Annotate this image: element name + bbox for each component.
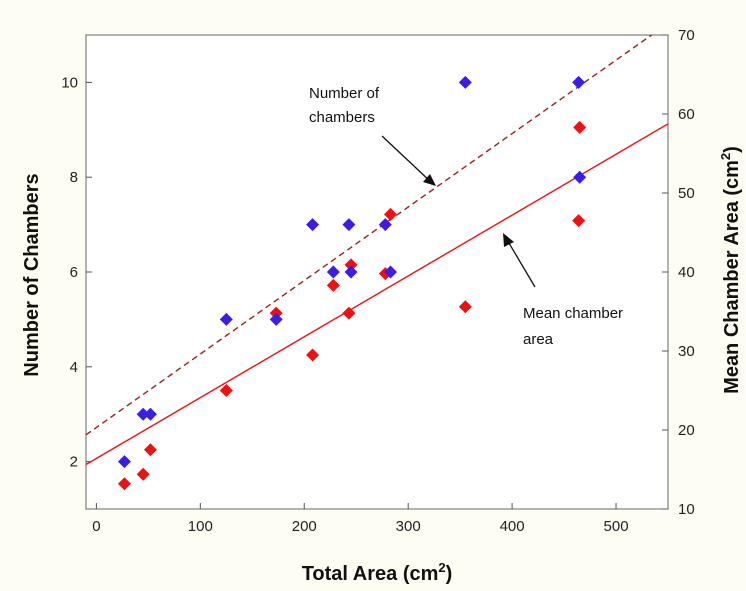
fit-line-mean-chamber-area	[85, 123, 669, 466]
point-number-of-chambers	[344, 265, 358, 279]
bottom-tick-label: 300	[396, 518, 421, 535]
point-mean-chamber-area	[384, 207, 398, 221]
bottom-tick-label: 200	[292, 518, 317, 535]
right-axis-title: Mean Chamber Area (cm2)	[718, 146, 743, 394]
point-number-of-chambers	[572, 75, 586, 89]
point-number-of-chambers	[269, 312, 283, 326]
right-tick-label: 20	[678, 422, 695, 439]
annotation-number-line-1: Number of	[309, 85, 380, 102]
right-tick-label: 40	[678, 264, 695, 281]
right-tick-label: 10	[678, 501, 695, 518]
arrow-number-of-chambers	[381, 135, 436, 186]
point-mean-chamber-area	[306, 348, 320, 362]
point-mean-chamber-area	[344, 258, 358, 272]
point-mean-chamber-area	[458, 300, 472, 314]
fit-line-number-of-chambers	[85, 34, 652, 436]
left-axis-ticks: 2 4 6 8 10	[61, 74, 92, 471]
bottom-tick-label: 0	[92, 518, 100, 535]
left-tick-label: 4	[70, 359, 78, 376]
right-tick-label: 60	[678, 106, 695, 123]
right-tick-label: 30	[678, 343, 695, 360]
bottom-axis-ticks: 0 100 200 300 400 500	[92, 503, 629, 535]
left-axis-title: Number of Chambers	[21, 173, 43, 376]
point-number-of-chambers	[306, 218, 320, 232]
fit-lines	[85, 34, 669, 466]
left-tick-label: 6	[70, 264, 78, 281]
point-mean-chamber-area	[117, 477, 131, 491]
point-mean-chamber-area	[219, 384, 233, 397]
point-number-of-chambers	[117, 455, 131, 469]
point-mean-chamber-area	[143, 443, 157, 457]
x-axis-title: Total Area (cm2)	[302, 560, 453, 585]
annotation-number-of-chambers: Number of chambers	[309, 85, 383, 126]
x-axis-title-sup: 2	[438, 560, 445, 575]
right-axis-title-sup: 2	[718, 153, 733, 160]
x-axis-title-end: )	[446, 563, 453, 585]
right-axis-title-end: )	[721, 146, 743, 153]
annotation-mean-line-1: Mean chamber	[523, 305, 623, 322]
point-mean-chamber-area	[136, 467, 150, 481]
left-tick-label: 8	[70, 169, 78, 186]
right-axis-title-main: Mean Chamber Area (cm	[721, 160, 743, 394]
point-mean-chamber-area	[573, 120, 587, 134]
x-axis-title-main: Total Area (cm	[302, 563, 439, 585]
bottom-tick-label: 500	[604, 518, 629, 535]
point-number-of-chambers	[326, 265, 340, 279]
bottom-tick-label: 400	[500, 518, 525, 535]
annotation-mean-line-2: area	[523, 331, 554, 348]
point-number-of-chambers	[219, 312, 233, 326]
arrow-mean-chamber-area	[503, 233, 536, 288]
point-number-of-chambers	[143, 407, 157, 421]
point-mean-chamber-area	[572, 214, 586, 228]
point-number-of-chambers	[573, 170, 587, 184]
annotation-number-line-2: chambers	[309, 109, 375, 126]
left-tick-label: 2	[70, 454, 78, 471]
right-axis-ticks: 10 20 30 40 50 60 70	[662, 27, 695, 518]
left-tick-label: 10	[61, 74, 78, 91]
point-mean-chamber-area	[342, 306, 356, 320]
plot-area	[85, 34, 669, 510]
point-number-of-chambers	[384, 265, 398, 279]
data-points	[117, 75, 587, 491]
point-number-of-chambers	[136, 407, 150, 421]
point-number-of-chambers	[378, 218, 392, 232]
point-number-of-chambers	[458, 75, 472, 89]
right-tick-label: 50	[678, 185, 695, 202]
point-mean-chamber-area	[326, 278, 340, 292]
point-number-of-chambers	[342, 218, 356, 232]
bottom-tick-label: 100	[188, 518, 213, 535]
annotation-mean-chamber-area: Mean chamber area	[523, 305, 627, 348]
right-tick-label: 70	[678, 27, 695, 44]
